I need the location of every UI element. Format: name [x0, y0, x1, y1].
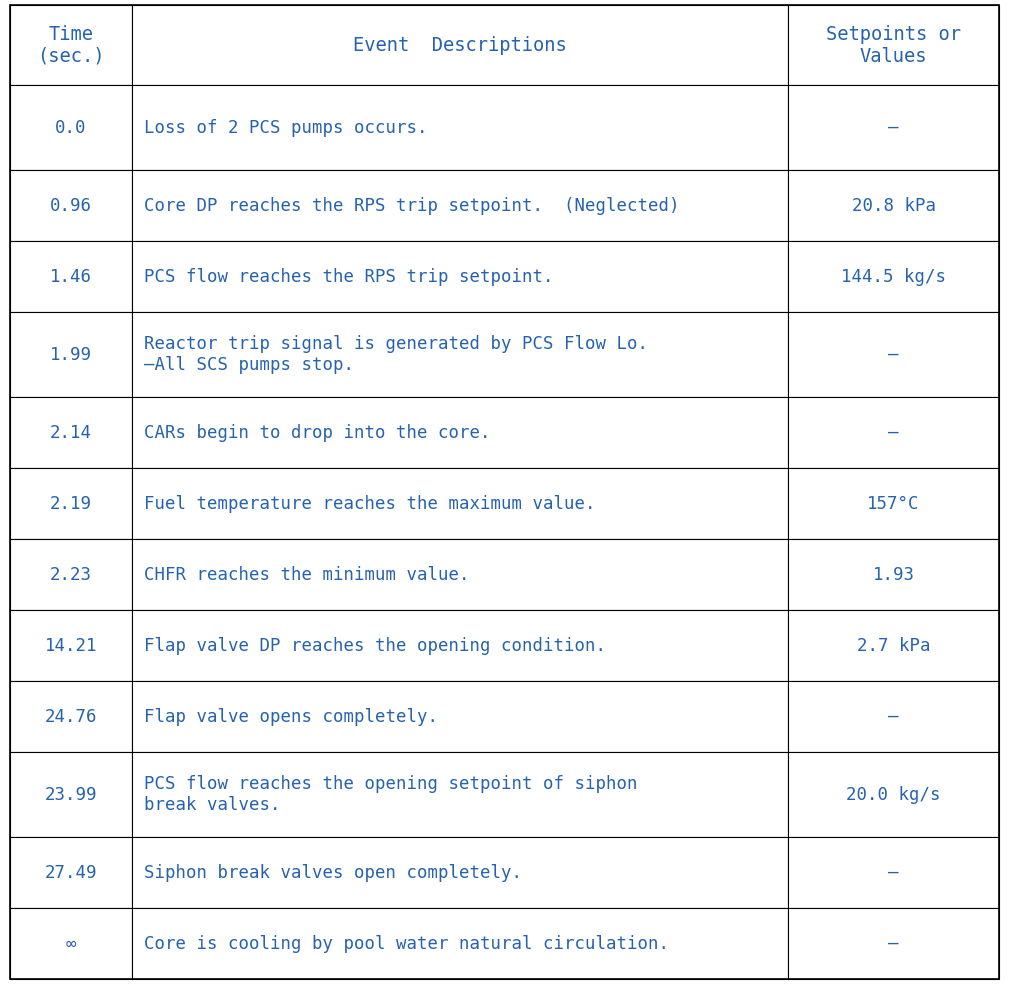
Text: 1.93: 1.93 [873, 566, 914, 584]
Bar [132, 170, 788, 241]
Text: 1.99: 1.99 [49, 345, 92, 364]
Text: Loss of 2 PCS pumps occurs.: Loss of 2 PCS pumps occurs. [144, 119, 428, 137]
Text: Core DP reaches the RPS trip setpoint.  (Neglected): Core DP reaches the RPS trip setpoint. (… [144, 197, 679, 215]
Bar [788, 908, 999, 979]
Bar [132, 752, 788, 837]
Text: 2.23: 2.23 [49, 566, 92, 584]
Bar [10, 170, 132, 241]
Bar [10, 86, 132, 170]
Bar [788, 312, 999, 398]
Text: 157°C: 157°C [868, 495, 920, 513]
Text: Siphon break valves open completely.: Siphon break valves open completely. [144, 864, 522, 882]
Text: 0.96: 0.96 [49, 197, 92, 215]
Text: 1.46: 1.46 [49, 268, 92, 285]
Text: 20.0 kg/s: 20.0 kg/s [847, 785, 940, 804]
Bar [788, 610, 999, 681]
Text: 24.76: 24.76 [44, 707, 97, 725]
Bar [10, 398, 132, 468]
Bar [132, 681, 788, 752]
Text: –: – [888, 424, 899, 442]
Text: 2.19: 2.19 [49, 495, 92, 513]
Bar [132, 468, 788, 539]
Bar [788, 837, 999, 908]
Bar [10, 752, 132, 837]
Bar [10, 681, 132, 752]
Bar [132, 241, 788, 312]
Text: PCS flow reaches the opening setpoint of siphon
break valves.: PCS flow reaches the opening setpoint of… [144, 775, 638, 814]
Text: –: – [888, 707, 899, 725]
Bar [10, 241, 132, 312]
Text: CARs begin to drop into the core.: CARs begin to drop into the core. [144, 424, 490, 442]
Text: 144.5 kg/s: 144.5 kg/s [842, 268, 946, 285]
Bar [132, 312, 788, 398]
Text: –: – [888, 345, 899, 364]
Bar [10, 468, 132, 539]
Bar [788, 86, 999, 170]
Text: 20.8 kPa: 20.8 kPa [852, 197, 935, 215]
Bar [132, 610, 788, 681]
Bar [788, 681, 999, 752]
Text: Event  Descriptions: Event Descriptions [353, 35, 567, 55]
Text: PCS flow reaches the RPS trip setpoint.: PCS flow reaches the RPS trip setpoint. [144, 268, 553, 285]
Text: 0.0: 0.0 [55, 119, 87, 137]
Text: ∞: ∞ [66, 935, 76, 953]
Bar [10, 908, 132, 979]
Text: CHFR reaches the minimum value.: CHFR reaches the minimum value. [144, 566, 469, 584]
Text: Fuel temperature reaches the maximum value.: Fuel temperature reaches the maximum val… [144, 495, 595, 513]
Bar [10, 837, 132, 908]
Bar [132, 5, 788, 86]
Text: Reactor trip signal is generated by PCS Flow Lo.
–All SCS pumps stop.: Reactor trip signal is generated by PCS … [144, 336, 648, 374]
Text: 2.14: 2.14 [49, 424, 92, 442]
Text: Setpoints or
Values: Setpoints or Values [826, 25, 962, 66]
Text: –: – [888, 864, 899, 882]
Bar [10, 5, 132, 86]
Bar [788, 468, 999, 539]
Bar [10, 539, 132, 610]
Text: 23.99: 23.99 [44, 785, 97, 804]
Text: 27.49: 27.49 [44, 864, 97, 882]
Text: Flap valve opens completely.: Flap valve opens completely. [144, 707, 438, 725]
Text: Flap valve DP reaches the opening condition.: Flap valve DP reaches the opening condit… [144, 637, 605, 654]
Bar [10, 610, 132, 681]
Bar [10, 312, 132, 398]
Bar [788, 539, 999, 610]
Bar [788, 5, 999, 86]
Text: –: – [888, 935, 899, 953]
Text: Core is cooling by pool water natural circulation.: Core is cooling by pool water natural ci… [144, 935, 669, 953]
Bar [788, 398, 999, 468]
Bar [132, 398, 788, 468]
Text: 2.7 kPa: 2.7 kPa [857, 637, 930, 654]
Bar [788, 241, 999, 312]
Bar [788, 170, 999, 241]
Bar [132, 86, 788, 170]
Bar [788, 752, 999, 837]
Text: –: – [888, 119, 899, 137]
Text: 14.21: 14.21 [44, 637, 97, 654]
Bar [132, 837, 788, 908]
Text: Time
(sec.): Time (sec.) [37, 25, 105, 66]
Bar [132, 908, 788, 979]
Bar [132, 539, 788, 610]
